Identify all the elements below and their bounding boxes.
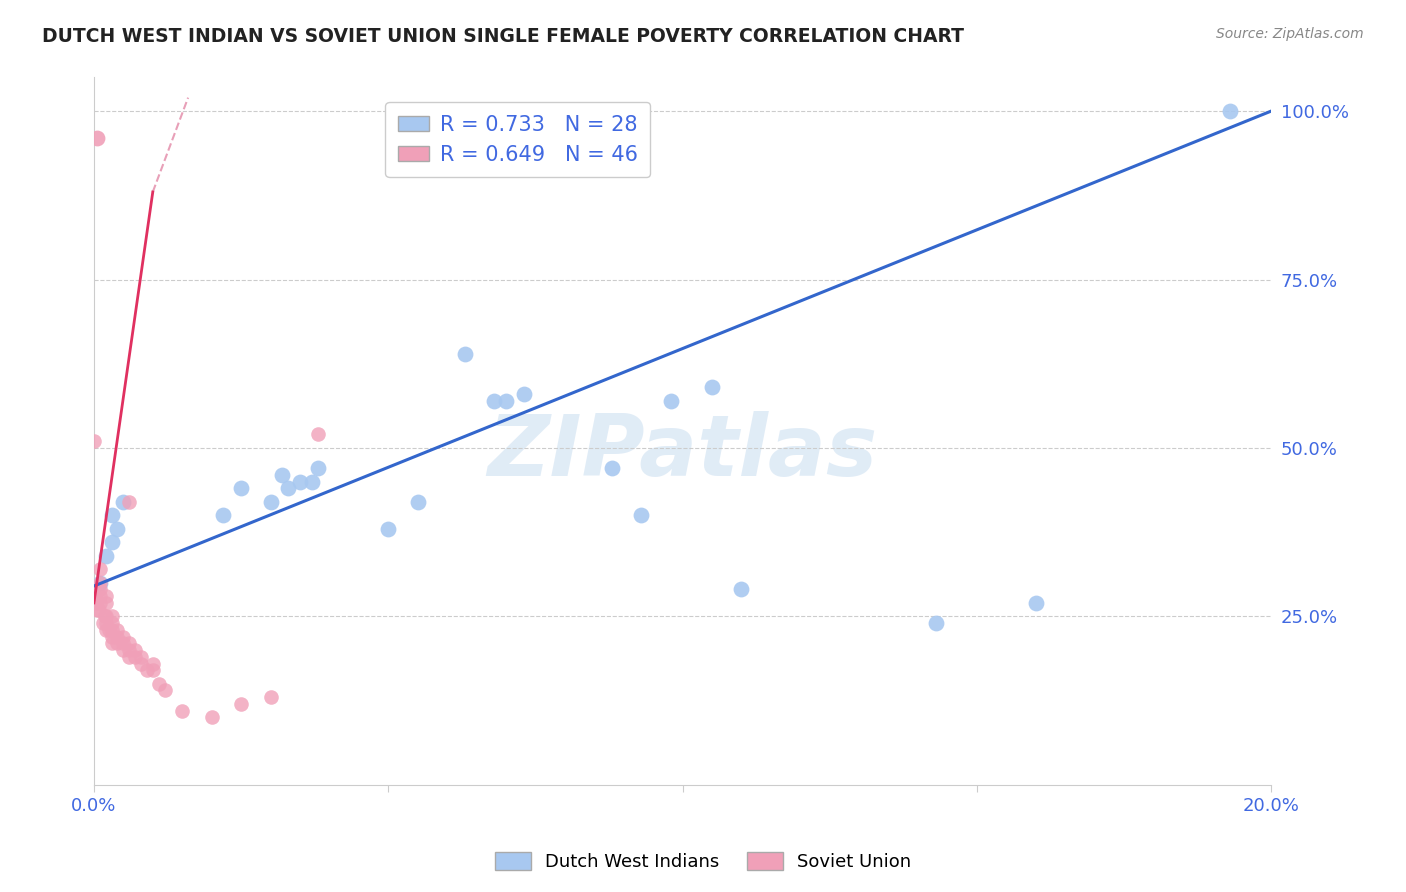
- Point: [94, 623, 117, 637]
- Point: [124, 649, 146, 664]
- Point: [84, 596, 107, 610]
- Point: [142, 657, 165, 671]
- Point: [730, 582, 752, 597]
- Point: [94, 609, 117, 624]
- Point: [118, 649, 141, 664]
- Point: [700, 380, 723, 394]
- Point: [135, 663, 157, 677]
- Point: [93, 609, 115, 624]
- Point: [83, 434, 105, 449]
- Point: [107, 636, 129, 650]
- Point: [212, 508, 235, 523]
- Point: [129, 657, 152, 671]
- Point: [87, 602, 110, 616]
- Point: [100, 609, 122, 624]
- Point: [288, 475, 311, 489]
- Point: [630, 508, 652, 523]
- Point: [94, 589, 117, 603]
- Point: [89, 589, 111, 603]
- Point: [86, 602, 108, 616]
- Point: [259, 495, 281, 509]
- Point: [118, 643, 141, 657]
- Point: [97, 623, 120, 637]
- Point: [84, 589, 107, 603]
- Point: [89, 575, 111, 590]
- Point: [94, 549, 117, 563]
- Point: [153, 683, 176, 698]
- Point: [107, 522, 129, 536]
- Point: [271, 467, 294, 482]
- Point: [172, 704, 194, 718]
- Text: DUTCH WEST INDIAN VS SOVIET UNION SINGLE FEMALE POVERTY CORRELATION CHART: DUTCH WEST INDIAN VS SOVIET UNION SINGLE…: [42, 27, 965, 45]
- Point: [100, 636, 122, 650]
- Point: [89, 582, 111, 597]
- Point: [112, 495, 135, 509]
- Point: [89, 575, 111, 590]
- Point: [924, 616, 946, 631]
- Point: [91, 616, 114, 631]
- Point: [107, 623, 129, 637]
- Text: ZIPatlas: ZIPatlas: [488, 411, 877, 494]
- Point: [659, 393, 682, 408]
- Point: [600, 461, 623, 475]
- Point: [229, 697, 252, 711]
- Point: [107, 630, 129, 644]
- Point: [94, 596, 117, 610]
- Point: [307, 461, 329, 475]
- Point: [124, 643, 146, 657]
- Point: [89, 596, 111, 610]
- Point: [482, 393, 505, 408]
- Point: [112, 636, 135, 650]
- Point: [229, 481, 252, 495]
- Point: [406, 495, 429, 509]
- Point: [454, 346, 477, 360]
- Point: [100, 630, 122, 644]
- Point: [112, 643, 135, 657]
- Point: [1025, 596, 1047, 610]
- Point: [100, 616, 122, 631]
- Legend: R = 0.733   N = 28, R = 0.649   N = 46: R = 0.733 N = 28, R = 0.649 N = 46: [385, 102, 650, 178]
- Point: [148, 676, 170, 690]
- Point: [301, 475, 323, 489]
- Point: [118, 636, 141, 650]
- Point: [142, 663, 165, 677]
- Point: [94, 616, 117, 631]
- Point: [512, 387, 534, 401]
- Point: [100, 623, 122, 637]
- Point: [259, 690, 281, 705]
- Point: [377, 522, 399, 536]
- Text: Source: ZipAtlas.com: Source: ZipAtlas.com: [1216, 27, 1364, 41]
- Point: [201, 710, 224, 724]
- Point: [112, 630, 135, 644]
- Point: [495, 393, 517, 408]
- Point: [86, 131, 108, 145]
- Legend: Dutch West Indians, Soviet Union: Dutch West Indians, Soviet Union: [488, 845, 918, 879]
- Point: [118, 495, 141, 509]
- Point: [89, 562, 111, 576]
- Point: [307, 427, 329, 442]
- Point: [129, 649, 152, 664]
- Point: [277, 481, 299, 495]
- Point: [100, 508, 122, 523]
- Point: [1219, 104, 1241, 119]
- Point: [100, 535, 122, 549]
